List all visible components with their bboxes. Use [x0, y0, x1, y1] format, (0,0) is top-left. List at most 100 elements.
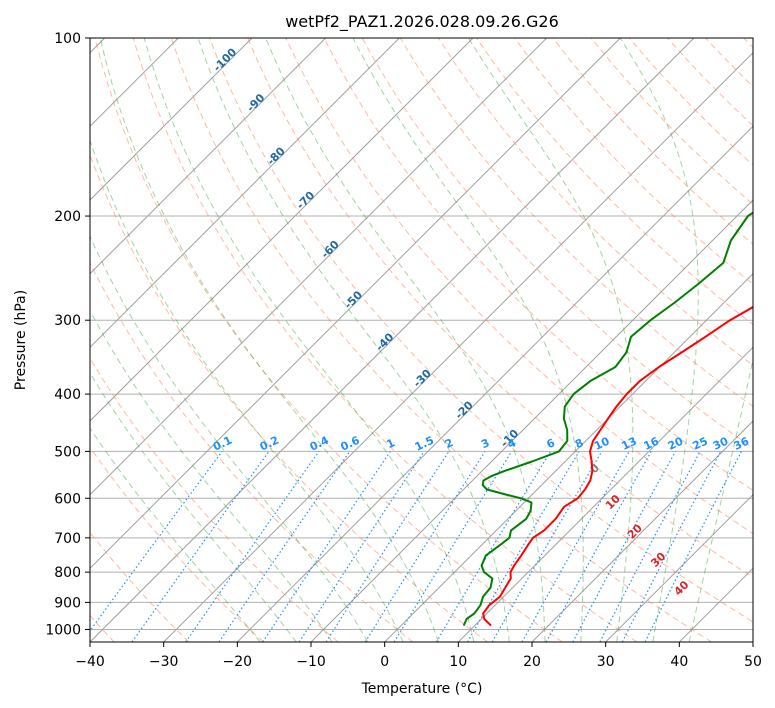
dry-adiabat: [90, 261, 414, 642]
mixing-ratio-line: [435, 451, 552, 642]
mixing-ratio-line: [298, 451, 425, 642]
x-axis-label: Temperature (°C): [361, 681, 483, 697]
mixing-ratio-label: 10: [592, 434, 612, 452]
isotherm-line: [90, 38, 621, 570]
isotherm-label: -50: [342, 288, 365, 311]
dry-adiabat: [90, 357, 339, 642]
mixing-ratio-line: [621, 451, 722, 642]
mixing-ratio-line: [364, 451, 486, 642]
isotherm-line: [90, 38, 474, 422]
isotherm-label: -30: [411, 367, 434, 390]
x-tick-label: −30: [149, 654, 179, 670]
x-tick-label: −20: [223, 654, 253, 670]
mixing-ratio-label: 0.6: [339, 434, 362, 454]
moist-adiabat: [265, 38, 546, 642]
mixing-ratio-line: [572, 451, 677, 642]
isotherm-line: [236, 125, 753, 642]
x-axis-ticks: −40 −30 −20 −10 0 10 20 30 40 50: [75, 642, 762, 670]
moist-adiabat: [197, 38, 510, 642]
isotherm-label: -70: [294, 189, 317, 212]
dry-adiabat: [590, 38, 753, 206]
chart-title: wetPf2_PAZ1.2026.028.09.26.G26: [285, 12, 559, 32]
mixing-ratio-label: 36: [732, 434, 752, 452]
isotherm-line: [90, 38, 327, 275]
moist-adiabat: [352, 38, 584, 642]
plot-area: -100-90-80-70-60-50-40-30-20-100.1 0.2 0.4…: [90, 38, 753, 642]
x-tick-label: −40: [75, 654, 105, 670]
mixing-ratio-line: [599, 451, 701, 642]
y-tick-label: 500: [54, 444, 81, 460]
dry-adiabat: [90, 153, 488, 642]
moist-adiabat: [90, 309, 333, 642]
mixing-ratio-label: 1.5: [413, 434, 436, 454]
isotherm-label: -90: [244, 91, 267, 114]
mixing-ratio-label: 30: [711, 434, 731, 452]
x-tick-label: 20: [523, 654, 541, 670]
mixing-ratio-label: 13: [620, 435, 639, 453]
isotherm-line: [90, 38, 695, 642]
x-tick-label: 50: [744, 654, 762, 670]
mixing-ratio-line: [90, 451, 223, 632]
mixing-ratio-line: [185, 451, 320, 642]
moist-adiabat: [619, 38, 699, 642]
isotherm-line: [90, 38, 548, 496]
pressure-gridlines: [90, 38, 753, 630]
mixing-ratio-line: [545, 451, 652, 642]
isotherm-line: [678, 567, 753, 642]
moist-adiabat: [90, 139, 404, 642]
dry-adiabat: [285, 38, 753, 535]
moist-adiabat: [90, 427, 261, 642]
mixing-ratio-lines: [90, 451, 743, 642]
mixing-ratio-label: 0.1: [211, 434, 234, 454]
x-tick-label: −10: [296, 654, 326, 670]
dry-adiabat: [170, 38, 712, 642]
dry-adiabat: [94, 38, 563, 642]
mixing-ratio-label: 20: [666, 434, 686, 452]
isotherm-label: -80: [265, 144, 288, 167]
moist-adiabat: [90, 235, 369, 642]
mixing-ratio-line: [644, 451, 743, 642]
dry-adiabat: [667, 38, 753, 127]
y-axis-label: Pressure (hPa): [13, 290, 29, 390]
x-tick-label: 30: [597, 654, 615, 670]
moist-adiabat: [688, 356, 753, 642]
dry-adiabat: [514, 38, 753, 285]
mixing-ratio-label: 0.4: [308, 434, 331, 454]
y-tick-label: 800: [54, 565, 81, 581]
moist-adiabat-label: 30: [648, 550, 668, 570]
isotherm-label: -60: [319, 238, 342, 261]
dry-adiabat: [247, 38, 753, 578]
isotherm-line: [384, 272, 753, 642]
mixing-ratio-label: 16: [642, 434, 662, 452]
moist-adiabat: [99, 38, 439, 642]
isotherm-label: -40: [373, 330, 396, 353]
y-tick-label: 900: [54, 595, 81, 611]
y-axis-ticks: 100 200 300 400 500 600 700 800 900 1000: [45, 31, 90, 638]
mixing-ratio-label: 6: [544, 436, 557, 451]
x-tick-label: 10: [449, 654, 467, 670]
y-tick-label: 300: [54, 313, 81, 329]
isotherm-line: [163, 51, 753, 642]
reference-line-labels: -100-90-80-70-60-50-40-30-20-100.1 0.2 0.4…: [211, 45, 752, 598]
mixing-ratio-line: [393, 451, 513, 642]
x-tick-label: 0: [380, 654, 389, 670]
dry-adiabat: [132, 38, 638, 642]
y-tick-label: 100: [54, 31, 81, 47]
moist-adiabat-lines: [90, 38, 753, 642]
mixing-ratio-line: [325, 451, 450, 642]
isotherm-line: [605, 493, 753, 642]
mixing-ratio-label: 25: [690, 435, 709, 453]
y-tick-label: 700: [54, 531, 81, 547]
isotherm-label: -20: [453, 398, 476, 421]
y-tick-label: 1000: [45, 622, 81, 638]
mixing-ratio-label: 3: [479, 436, 491, 451]
isotherm-line: [90, 38, 253, 201]
dry-adiabat: [323, 38, 753, 492]
isotherm-lines: [90, 38, 753, 642]
y-tick-label: 600: [54, 491, 81, 507]
dry-adiabat: [743, 38, 753, 49]
isotherm-line: [752, 641, 753, 642]
dry-adiabat: [705, 38, 753, 88]
sounding-series: [462, 211, 753, 627]
